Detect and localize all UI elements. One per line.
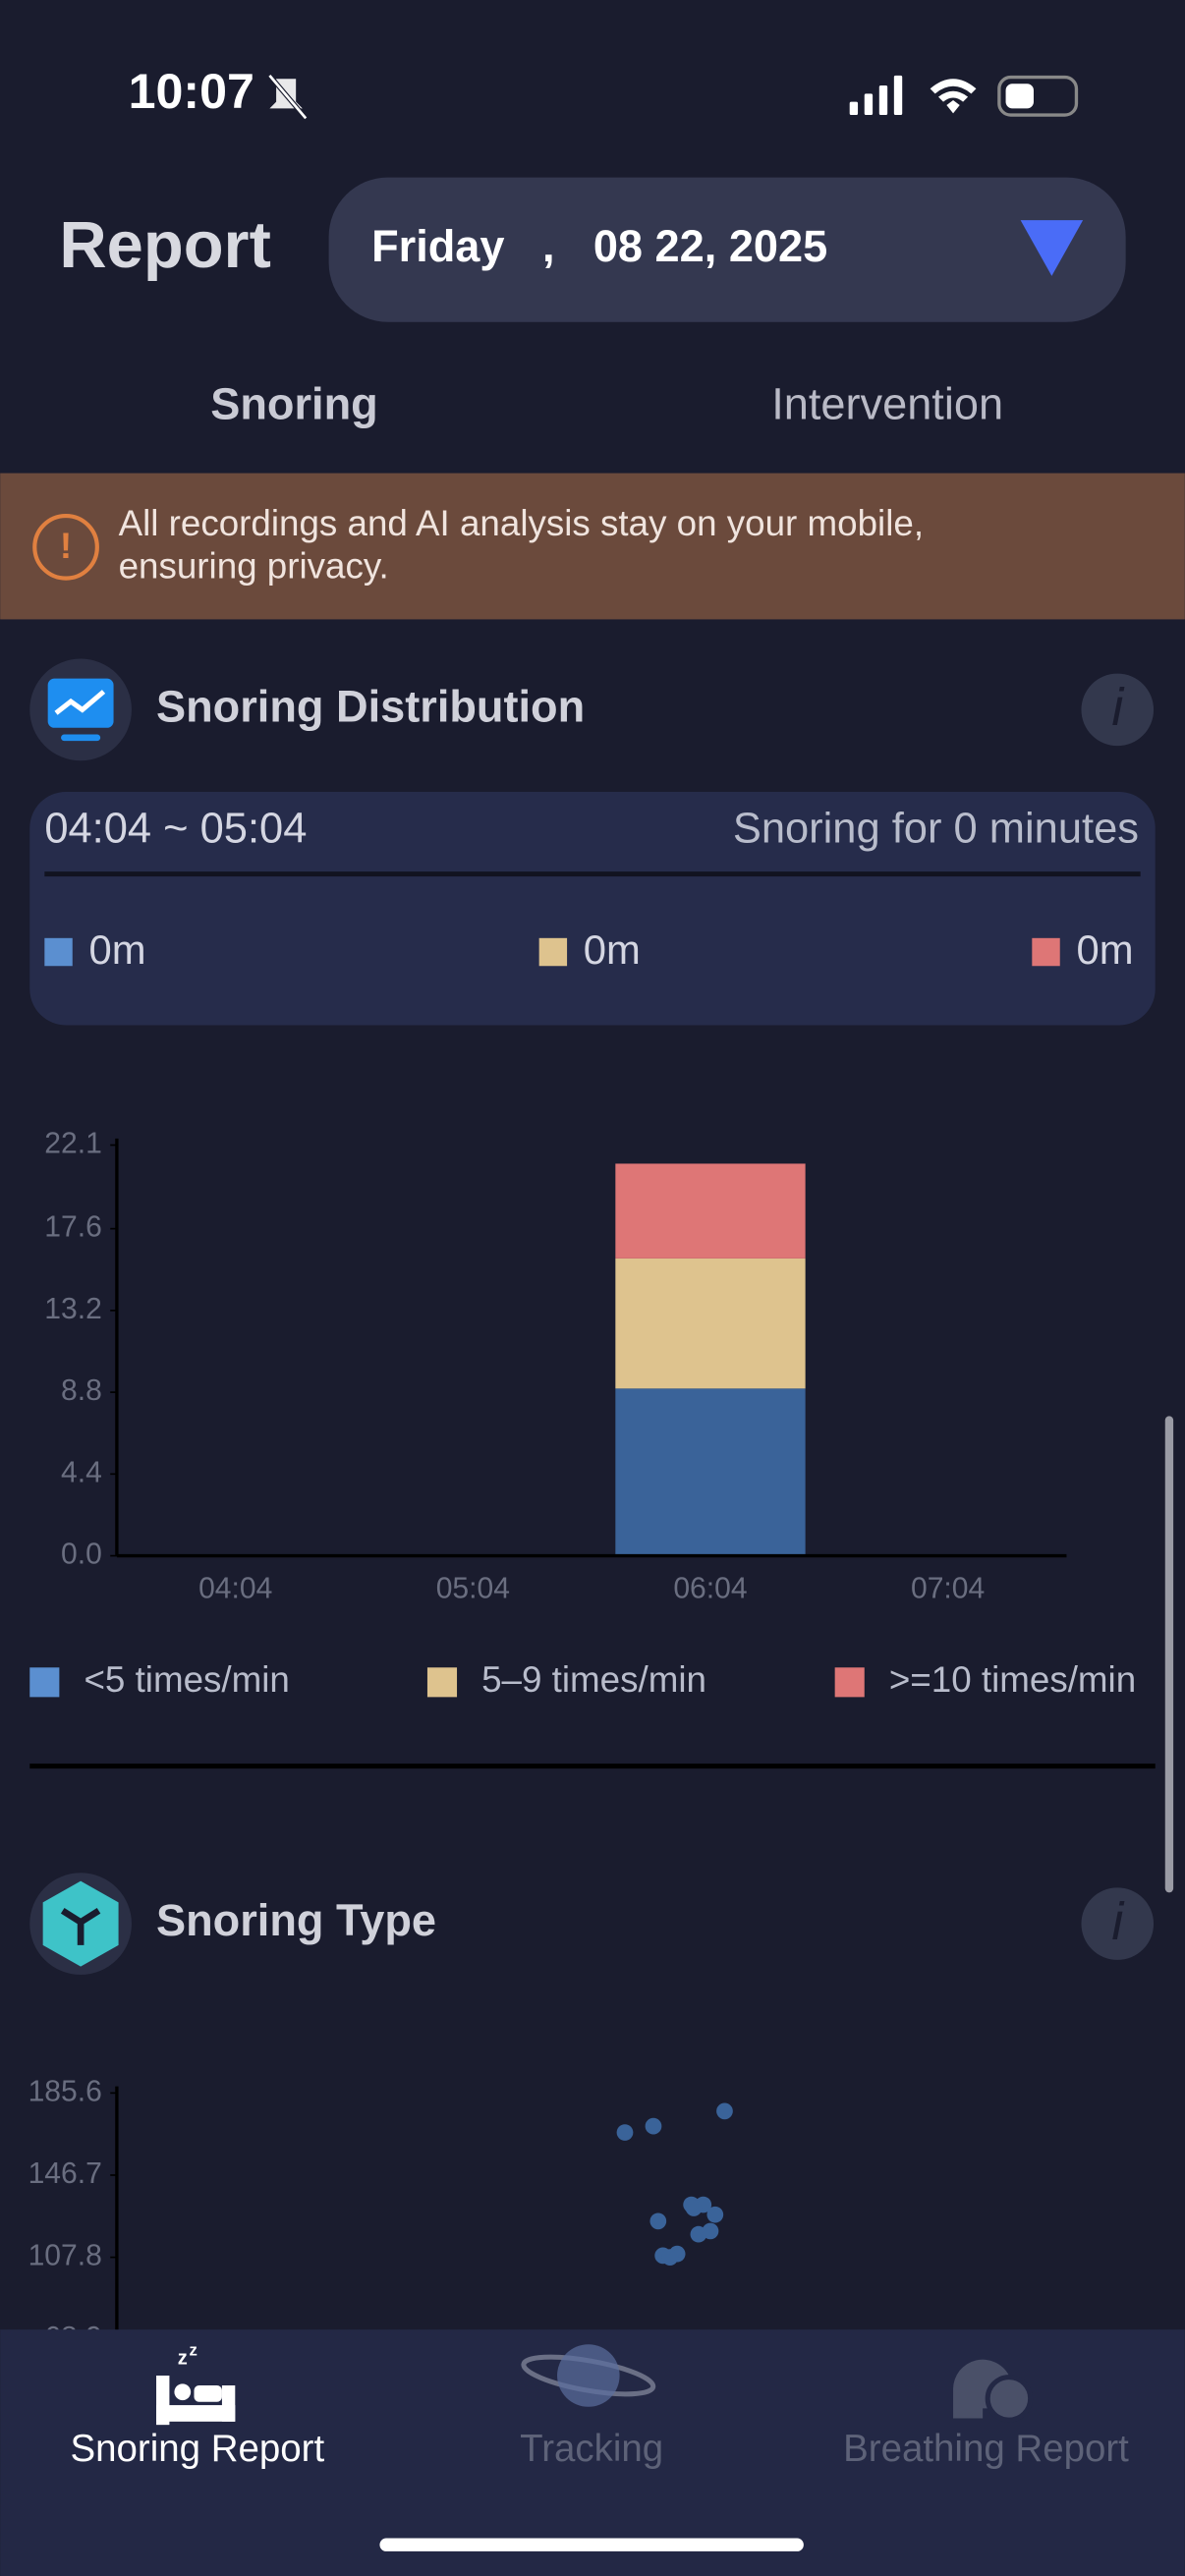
bar-segment [615,1163,806,1259]
info-button-mark: i [1111,1893,1125,1951]
warning-icon [32,513,99,581]
info-button[interactable] [1081,673,1155,747]
scatter-point [616,2124,634,2141]
card-amount: 0m [1076,926,1133,973]
home-indicator [379,2538,804,2551]
section-icon [60,1907,101,1945]
dropdown-arrow[interactable] [1020,220,1084,276]
y-tick-label: 0.0 [61,1539,102,1571]
charts: 0.0 4.4 8.8 13.2 17.6 22.1 04:04 05:04 06:04 07:0… [28,1127,1137,2354]
date-value: 08 22, 2025 [593,221,827,271]
bar-segment [615,1388,806,1556]
banner-text: All recordings and AI analysis stay on y… [119,503,924,543]
section-icon [54,690,106,715]
scrollbar [1164,1416,1174,1893]
section-title: Snoring Type [156,1895,436,1945]
scatter-point [706,2206,724,2223]
nav-label[interactable]: Snoring Report [71,2428,325,2470]
x-tick-label: 04:04 [198,1573,272,1605]
date-separator: , [542,221,555,271]
status-icons [267,74,1079,121]
x-tick-label: 06:04 [673,1573,747,1605]
svg-text:z: z [189,2340,197,2359]
info-button[interactable] [1081,1887,1155,1960]
scatter-point [645,2117,662,2135]
legend-swatch [426,1667,458,1698]
card-amount: 0m [88,926,145,973]
legend-swatch [29,1667,60,1698]
bar-segment [615,1258,806,1389]
date-picker[interactable] [328,177,1126,322]
y-tick-label: 8.8 [61,1374,102,1407]
legend-swatch [538,937,568,967]
scatter-point [649,2212,667,2230]
nav-icon [985,2375,1034,2423]
privacy-banner [0,473,1185,620]
legend-label: 5–9 times/min [481,1659,706,1700]
card-amount: 0m [584,926,641,973]
header-title: Report [59,208,270,282]
card-summary: Snoring for 0 minutes [733,806,1139,853]
section-icon [47,678,114,728]
y-tick-label: 107.8 [28,2240,102,2272]
x-tick-label: 05:04 [436,1573,510,1605]
section-icon [61,734,101,742]
banner-text: ensuring privacy. [119,545,389,586]
svg-text:z: z [178,2348,188,2370]
legend-label: <5 times/min [84,1659,289,1700]
card-legend: 0m 0m 0m [44,926,1134,973]
legend-swatch [1032,937,1060,967]
y-tick-label: 22.1 [44,1127,102,1159]
tab[interactable]: Intervention [771,379,1003,429]
nav-label[interactable]: Tracking [520,2428,663,2470]
info-button-mark: i [1111,679,1125,737]
y-tick-label: 185.6 [28,2075,102,2107]
legend-label: >=10 times/min [889,1659,1136,1700]
scatter-point [661,2249,679,2266]
section-title: Snoring Distribution [156,681,585,731]
legend-swatch [834,1667,865,1698]
y-tick-label: 17.6 [44,1211,102,1244]
y-tick-label: 146.7 [28,2157,102,2190]
summary-card [29,791,1156,1026]
legend-swatch [44,937,73,967]
y-tick-label: 13.2 [44,1293,102,1325]
scatter-point [685,2200,703,2216]
nav-label[interactable]: Breathing Report [843,2428,1129,2470]
scatter-point [702,2222,719,2240]
status-time: 10:07 [129,64,254,119]
tab[interactable]: Snoring [210,379,377,429]
date-day: Friday [371,221,504,271]
scatter-point [716,2102,733,2120]
x-tick-label: 07:04 [911,1573,985,1605]
card-range: 04:04 ~ 05:04 [44,806,307,853]
nav-icon [557,2344,620,2407]
y-tick-label: 4.4 [61,1456,102,1488]
warning-icon-mark: ! [60,526,72,566]
